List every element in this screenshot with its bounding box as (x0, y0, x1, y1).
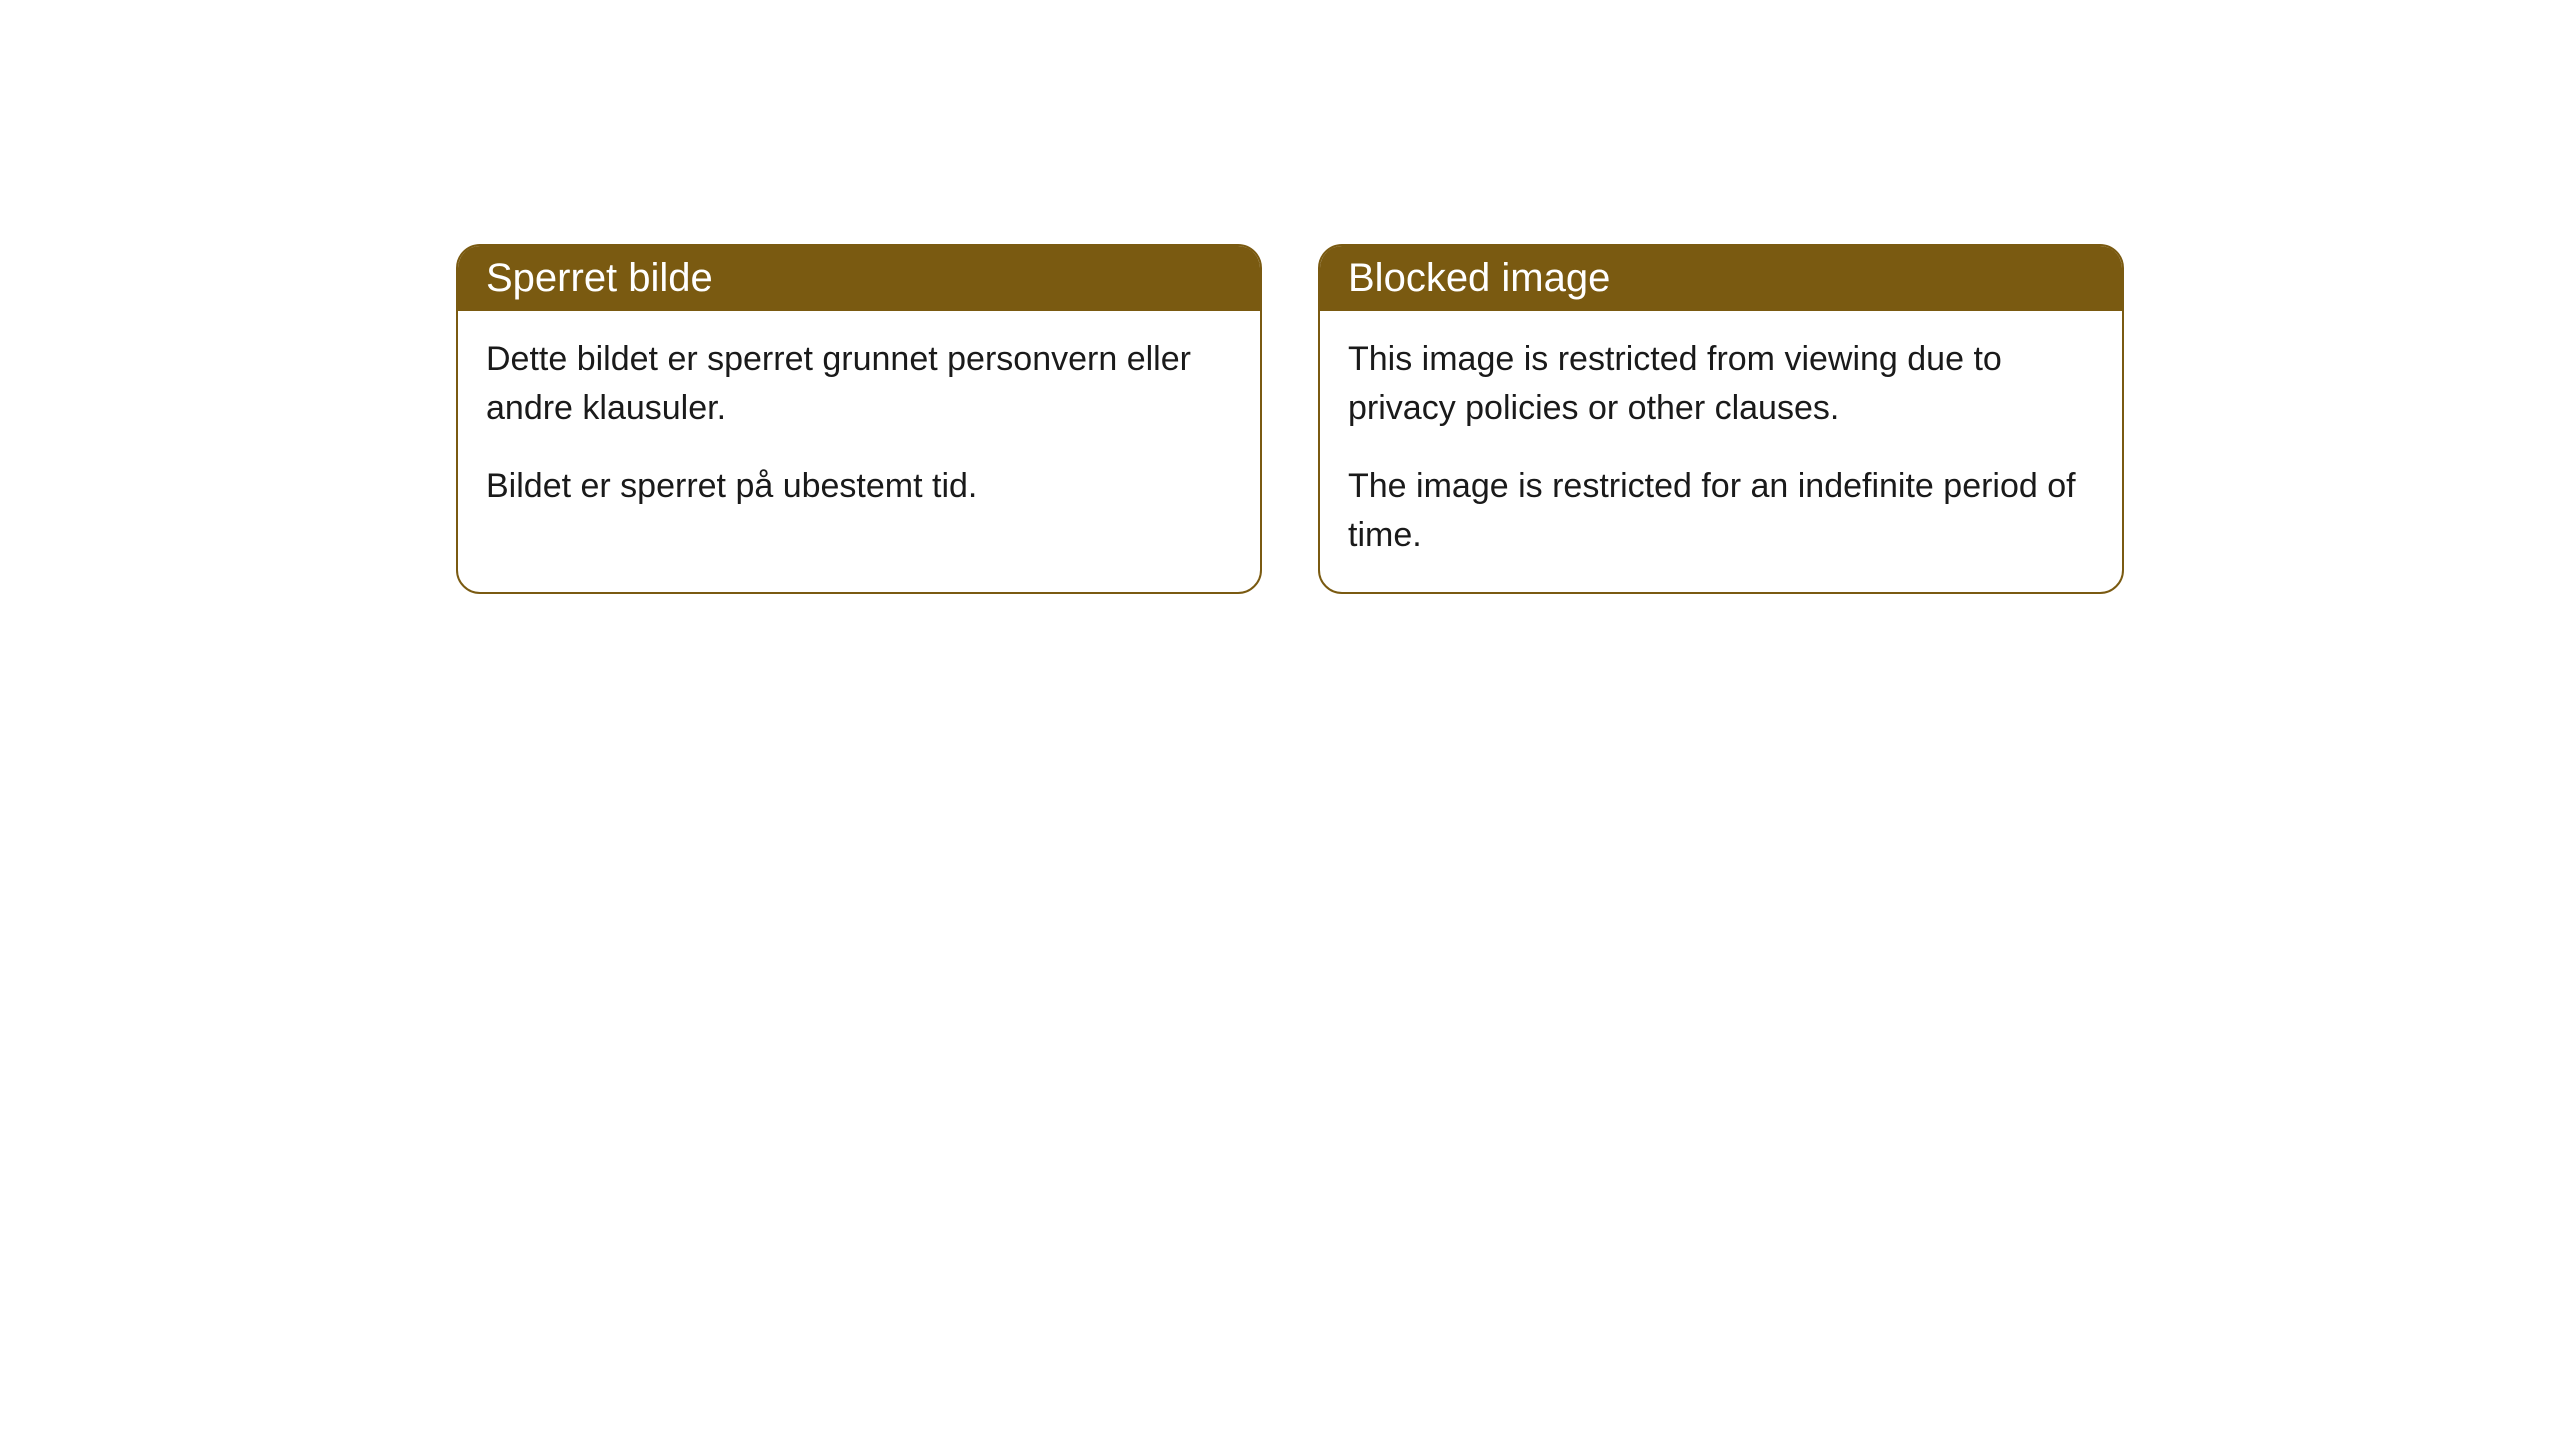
notice-card-english: Blocked image This image is restricted f… (1318, 244, 2124, 594)
card-paragraph: Dette bildet er sperret grunnet personve… (486, 335, 1232, 434)
card-body: This image is restricted from viewing du… (1320, 311, 2122, 592)
card-title: Blocked image (1348, 256, 1610, 300)
card-paragraph: Bildet er sperret på ubestemt tid. (486, 462, 1232, 511)
notice-card-norwegian: Sperret bilde Dette bildet er sperret gr… (456, 244, 1262, 594)
card-title: Sperret bilde (486, 256, 713, 300)
card-body: Dette bildet er sperret grunnet personve… (458, 311, 1260, 543)
notice-container: Sperret bilde Dette bildet er sperret gr… (456, 244, 2124, 594)
card-paragraph: The image is restricted for an indefinit… (1348, 462, 2094, 561)
card-paragraph: This image is restricted from viewing du… (1348, 335, 2094, 434)
card-header: Blocked image (1320, 246, 2122, 311)
card-header: Sperret bilde (458, 246, 1260, 311)
